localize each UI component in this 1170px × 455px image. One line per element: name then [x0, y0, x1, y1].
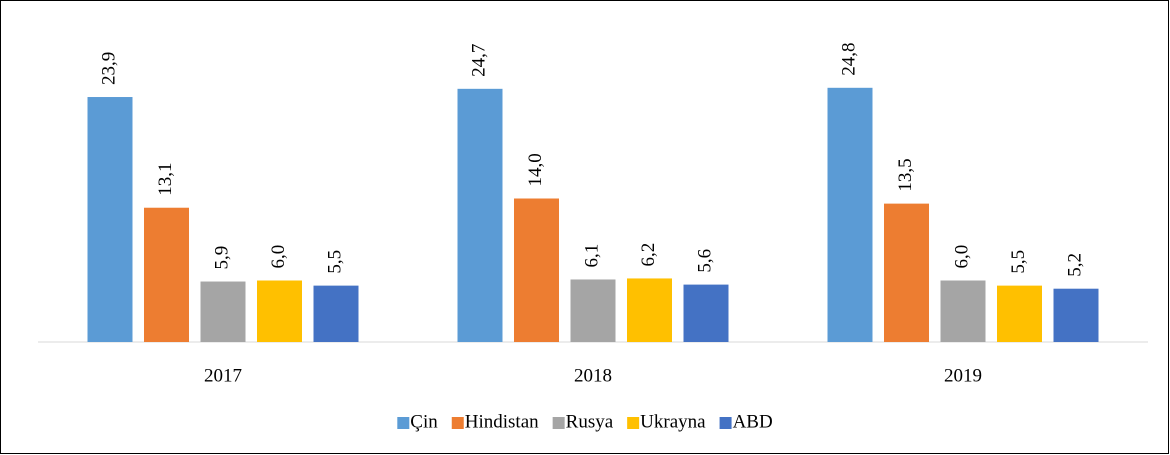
- bar: [144, 207, 189, 342]
- data-label: 5,9: [211, 246, 232, 270]
- data-label: 6,1: [581, 244, 602, 268]
- data-label: 13,1: [155, 162, 176, 195]
- bar: [627, 278, 672, 342]
- bar: [87, 97, 133, 343]
- legend-label: Ukrayna: [640, 411, 706, 432]
- data-label: 5,2: [1064, 253, 1085, 277]
- x-tick-label: 2017: [204, 365, 242, 386]
- bar: [514, 198, 559, 342]
- data-label: 14,0: [525, 153, 546, 186]
- bar: [1053, 288, 1099, 342]
- bar: [940, 280, 986, 342]
- x-tick-label: 2018: [574, 365, 612, 386]
- x-tick-label: 2019: [944, 365, 982, 386]
- legend-label: Rusya: [566, 411, 614, 432]
- legend-label: ABD: [733, 411, 773, 432]
- bar: [884, 203, 929, 342]
- data-label: 6,2: [638, 243, 659, 267]
- legend-label: Hindistan: [465, 411, 539, 432]
- data-label: 24,8: [838, 43, 859, 76]
- bar: [200, 281, 246, 342]
- bar: [570, 279, 616, 342]
- bar: [683, 284, 729, 342]
- bar: [827, 87, 873, 342]
- legend-swatch: [627, 417, 640, 429]
- data-label: 5,5: [324, 250, 345, 274]
- bar: [257, 280, 302, 342]
- legend-swatch: [451, 417, 464, 429]
- legend-swatch: [552, 417, 565, 429]
- data-label: 6,0: [951, 245, 972, 269]
- legend-swatch: [397, 417, 410, 429]
- data-label: 6,0: [268, 245, 289, 269]
- data-label: 23,9: [98, 52, 119, 85]
- legend-label: Çin: [410, 411, 438, 432]
- bar: [457, 88, 503, 342]
- data-label: 5,5: [1008, 250, 1029, 274]
- data-label: 24,7: [468, 44, 489, 77]
- data-label: 5,6: [694, 249, 715, 273]
- legend: Çin Hindistan Rusya Ukrayna ABD: [397, 411, 773, 432]
- bar: [313, 285, 359, 342]
- data-label: 13,5: [895, 158, 916, 191]
- legend-swatch: [719, 417, 732, 429]
- bar: [997, 285, 1042, 342]
